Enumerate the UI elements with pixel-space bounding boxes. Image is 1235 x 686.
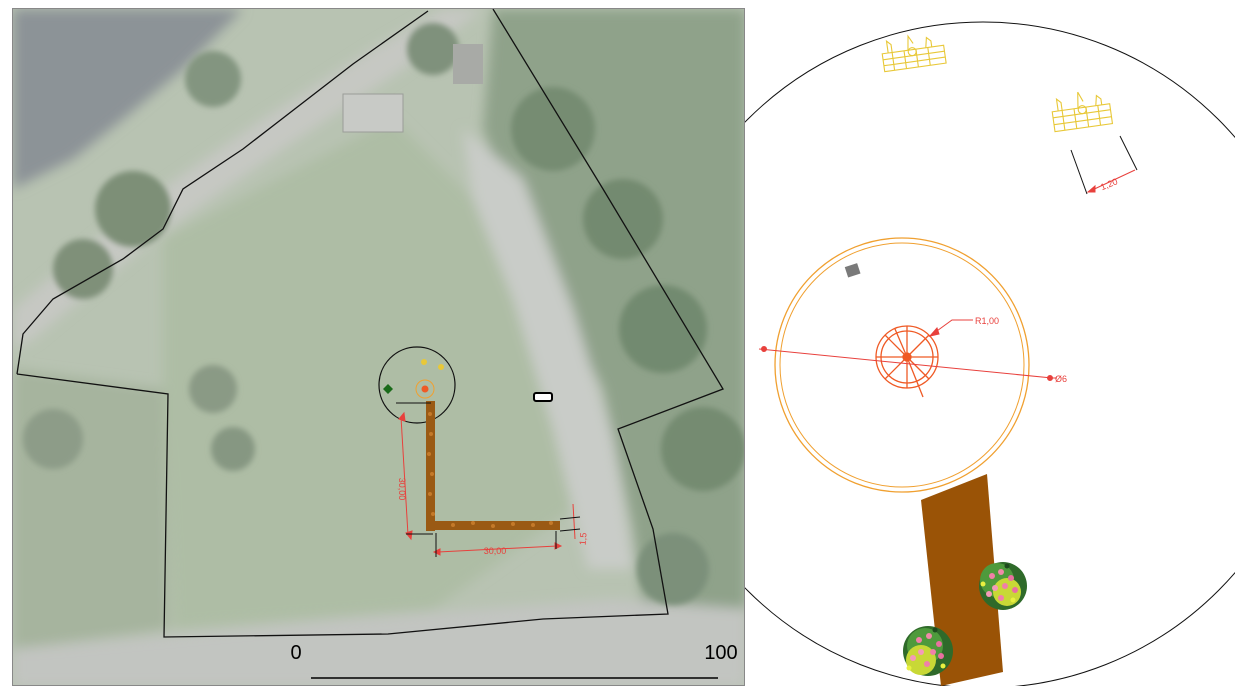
bench-icon[interactable] [880, 31, 947, 73]
site-boundary [16, 9, 724, 638]
dimension-horizontal-leg: 30,00 [484, 546, 507, 556]
dimension-circle-diameter: Ø6 [1055, 374, 1067, 384]
detail-plan-panel[interactable]: 1,20 R1,00 Ø [745, 0, 1235, 686]
bench-icon [421, 359, 427, 365]
dimension-path-width: 1,5 [577, 532, 588, 545]
detail-plan: 1,20 R1,00 Ø [745, 21, 1235, 686]
aerial-map-panel[interactable]: 30,00 30,00 1,5 0 100 [12, 8, 745, 686]
parked-car-icon [533, 392, 553, 402]
dimension-lines [398, 411, 576, 556]
diameter-dimension [758, 346, 1057, 381]
dimension-bench-width: 1,20 [1099, 176, 1119, 192]
tree-icon[interactable] [875, 325, 939, 398]
plaza-outer-circle [745, 21, 1235, 686]
plaza-ring-inner [779, 242, 1025, 488]
l-shaped-path[interactable] [426, 401, 560, 531]
bench-icon[interactable] [1050, 88, 1114, 133]
bench-icon [438, 364, 444, 370]
radius-dimension [928, 319, 973, 337]
plaza-circle-overview[interactable] [378, 346, 456, 424]
flower-shrub-icon[interactable] [979, 562, 1027, 610]
shrub-icon [383, 384, 393, 394]
scale-bar: 0 100 [290, 642, 738, 679]
aerial-map: 30,00 30,00 1,5 0 100 [13, 9, 744, 685]
bin-icon[interactable] [844, 263, 861, 278]
scale-bar-end-label: 100 [704, 642, 737, 664]
plaza-ring-outer [774, 237, 1030, 493]
building [342, 44, 483, 133]
scale-bar-start-label: 0 [290, 642, 301, 664]
dimension-tree-radius: R1,00 [975, 316, 999, 326]
bench-dimension-line [1086, 169, 1136, 193]
dimension-vertical-leg: 30,00 [397, 478, 407, 501]
aerial-trees [23, 23, 744, 605]
site-boundary-north [16, 10, 429, 375]
tree-icon [421, 385, 429, 393]
extension-lines [396, 402, 581, 557]
bench-dimension [1070, 135, 1138, 195]
flower-shrub-icon[interactable] [903, 626, 953, 676]
